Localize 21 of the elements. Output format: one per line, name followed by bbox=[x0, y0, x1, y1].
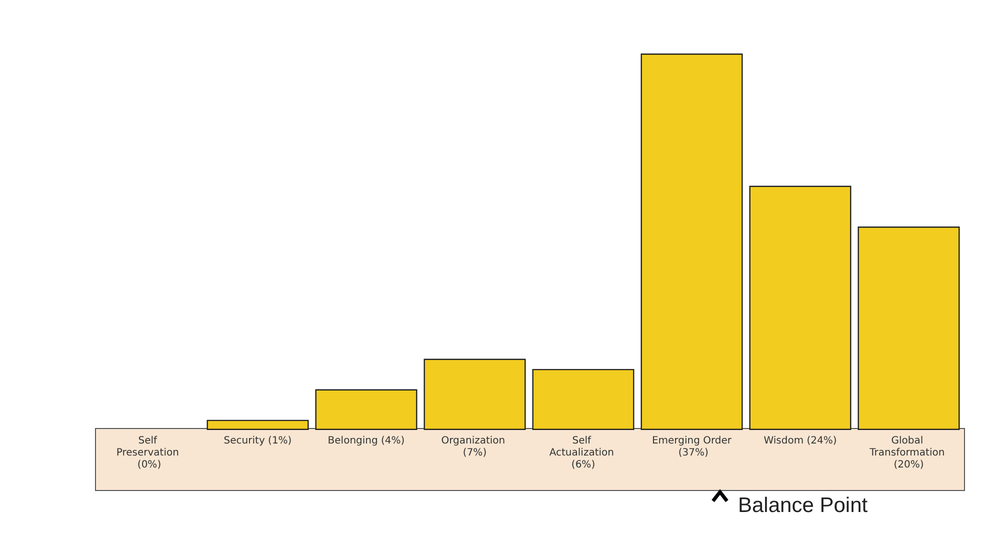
bar bbox=[424, 358, 526, 430]
data-label: (6%) bbox=[571, 460, 596, 470]
x-tick-label: Emerging Order bbox=[652, 436, 732, 446]
x-tick-label: Global Transformation bbox=[868, 436, 948, 458]
bar bbox=[749, 186, 852, 430]
data-label: (37%) bbox=[675, 448, 708, 458]
data-label: (0%) bbox=[137, 460, 162, 470]
bar bbox=[858, 226, 960, 430]
text: Balance Point bbox=[738, 494, 868, 518]
x-tick-label: Organization bbox=[441, 436, 508, 446]
category-label: Wisdom (24%) bbox=[764, 436, 837, 446]
data-label: (7%) bbox=[462, 448, 487, 458]
bar bbox=[206, 420, 309, 430]
bar bbox=[532, 368, 634, 430]
x-tick-label: Self Actualization bbox=[549, 436, 618, 458]
data-label: (20%) bbox=[894, 460, 924, 470]
category-label: Security (1%) bbox=[224, 436, 292, 446]
bar bbox=[315, 389, 418, 430]
bar bbox=[640, 54, 743, 430]
category-label: Belonging (4%) bbox=[328, 436, 405, 446]
x-tick-label: Self Preservation bbox=[116, 436, 182, 458]
